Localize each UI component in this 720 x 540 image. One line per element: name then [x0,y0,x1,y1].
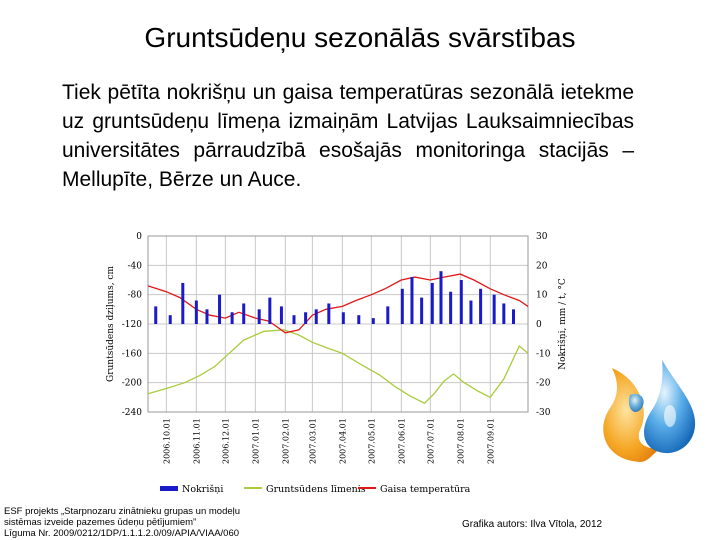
precipitation-bar [154,306,158,324]
legend-precipitation-label: Nokrišņi [182,484,223,495]
plot-frame [147,235,529,413]
precipitation-bar [400,288,404,324]
precipitation-bar [357,315,361,324]
precipitation-bar [181,282,185,324]
y-left-axis-label: Gruntsūdens dziļums, cm [106,266,116,382]
y-right-tick-label: -20 [536,379,551,389]
precipitation-bar [420,297,424,324]
precipitation-bar [459,280,463,324]
precipitation-bar [242,303,246,324]
precipitation-bar [279,306,283,324]
precipitation-bar [304,312,308,324]
precipitation-bar [502,303,506,324]
precipitation-bar [492,294,496,324]
precipitation-bar [168,315,172,324]
legend-groundwater-label: Gruntsūdens līmenis [266,484,366,495]
slide-title: Gruntsūdeņu sezonālās svārstības [144,22,576,53]
water-drop-logo-icon [603,360,696,462]
precipitation-bar [314,309,318,324]
y-left-tick-label: -40 [128,261,143,271]
y-right-tick-label: 0 [536,320,542,330]
precipitation-bar [205,309,209,324]
y-left-tick-label: -120 [122,320,142,330]
project-info-line: Līguma Nr. 2009/0212/1DP/1.1.1.2.0/09/AP… [4,528,240,539]
precipitation-bar [230,312,234,324]
x-tick-label: 2007.02.01 [281,418,290,464]
temperature-line [147,273,529,334]
groundwater-line [147,329,529,404]
legend-temperature-label: Gaisa temperatūra [380,484,471,495]
precipitation-bar [479,288,483,324]
precipitation-bar [371,318,375,324]
y-left-tick-label: -240 [122,408,142,418]
y-left-tick-label: 0 [136,232,142,242]
project-info: ESF projekts „Starpnozaru zinātnieku gru… [4,506,294,539]
precipitation-bar [218,294,222,324]
precipitation-bar [449,291,453,324]
precipitation-bar [439,271,443,324]
precipitation-bar [341,312,345,324]
x-tick-label: 2007.04.01 [338,418,347,464]
y-right-tick-label: 20 [536,261,548,271]
precipitation-bar [257,309,261,324]
y-left-tick-label: -160 [122,349,142,359]
x-tick-label: 2007.01.01 [251,418,260,464]
x-tick-label: 2007.03.01 [308,418,317,464]
x-tick-label: 2007.05.01 [367,418,376,464]
y-right-tick-label: 30 [536,232,548,242]
y-left-tick-label: -200 [122,379,142,389]
x-tick-label: 2007.06.01 [397,418,406,464]
precipitation-bar [511,309,515,324]
y-right-tick-label: -30 [536,408,551,418]
chart-series [147,271,529,404]
precipitation-bar [194,300,198,324]
slide-body-text: Tiek pētīta nokrišņu un gaisa temperatūr… [62,81,634,191]
precipitation-bar [292,315,296,324]
x-tick-label: 2007.09.01 [486,418,495,464]
graphic-author: Grafika autors: Ilva Vītola, 2012 [462,519,603,530]
project-info-line: sistēmas izveide pazemes ūdeņu pētījumie… [4,517,197,528]
chart-legend: Nokrišņi Gruntsūdens līmenis Gaisa tempera… [160,484,471,495]
precipitation-bar [410,277,414,324]
chart-axes: 0 -40 -80 -120 -160 -200 -240 30 20 10 0 -10 -20 -30 2… [106,232,568,464]
groundwater-chart: 0 -40 -80 -120 -160 -200 -240 30 20 10 0 -10 -20 -30 2… [106,232,568,495]
precipitation-bar [386,306,390,324]
y-right-tick-label: -10 [536,349,551,359]
x-tick-label: 2006.12.01 [221,418,230,464]
precipitation-bar [430,282,434,324]
x-tick-label: 2007.08.01 [456,418,465,464]
y-left-tick-label: -80 [128,291,143,301]
legend-precipitation-swatch [160,486,178,491]
y-right-tick-label: 10 [536,291,548,301]
precipitation-bar [268,297,272,324]
x-tick-label: 2007.07.01 [426,418,435,464]
project-info-line: ESF projekts „Starpnozaru zinātnieku gru… [4,506,241,517]
precipitation-bar [327,303,331,324]
y-right-axis-label: Nokrišņi, mm / t, °C [557,278,568,370]
x-tick-label: 2006.11.01 [192,418,201,464]
x-tick-label: 2006.10.01 [162,418,171,464]
precipitation-bar [469,300,473,324]
